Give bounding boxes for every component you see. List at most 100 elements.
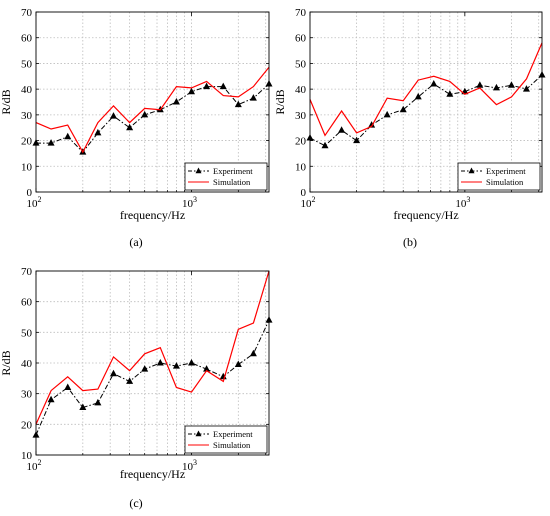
- y-tick-label: 60: [21, 297, 33, 309]
- data-point-marker: [94, 398, 102, 406]
- y-axis-label: R/dB: [0, 350, 13, 375]
- data-point-marker: [430, 80, 438, 87]
- legend-label-simulation: Simulation: [213, 177, 251, 187]
- data-point-marker: [79, 403, 87, 410]
- data-point-marker: [414, 92, 422, 100]
- x-tick-label: 102: [27, 195, 42, 210]
- plot-frame: [35, 11, 270, 193]
- data-point-marker: [172, 362, 180, 369]
- series-line-simulation: [309, 42, 543, 137]
- legend-marker: [195, 167, 202, 174]
- y-tick-label: 40: [21, 84, 33, 96]
- series-line-simulation: [35, 66, 270, 154]
- x-tick-label: 102: [27, 458, 42, 473]
- y-tick-label: 60: [295, 33, 307, 45]
- y-axis-label: R/dB: [273, 89, 287, 114]
- data-point-marker: [64, 383, 72, 391]
- data-point-marker: [368, 121, 376, 128]
- y-tick-label: 10: [21, 450, 33, 462]
- panel-caption: (a): [129, 235, 142, 249]
- data-point-marker: [321, 141, 329, 149]
- data-point-marker: [234, 360, 242, 368]
- y-tick-label: 30: [295, 110, 307, 122]
- data-point-marker: [126, 377, 134, 384]
- data-point-marker: [141, 110, 149, 118]
- data-point-marker: [203, 365, 211, 372]
- data-point-marker: [249, 349, 257, 357]
- legend-label-experiment: Experiment: [486, 166, 526, 176]
- data-point-marker: [399, 105, 407, 113]
- data-point-marker: [203, 82, 211, 90]
- y-tick-label: 60: [21, 33, 33, 45]
- data-point-marker: [446, 90, 454, 97]
- plot-frame: [35, 270, 270, 456]
- data-point-marker: [249, 94, 257, 101]
- data-point-marker: [172, 98, 180, 105]
- y-tick-label: 50: [21, 58, 33, 70]
- data-point-marker: [126, 123, 134, 131]
- data-point-marker: [47, 395, 55, 403]
- panel-caption: (b): [403, 235, 417, 249]
- y-tick-label: 40: [295, 84, 307, 96]
- data-point-marker: [156, 359, 164, 366]
- legend-label-simulation: Simulation: [486, 177, 524, 187]
- x-axis-label: frequency/Hz: [393, 208, 458, 222]
- data-point-marker: [476, 81, 484, 88]
- data-point-marker: [338, 126, 346, 133]
- y-tick-label: 50: [21, 327, 33, 339]
- y-tick-label: 70: [21, 7, 33, 19]
- legend-label-experiment: Experiment: [213, 166, 253, 176]
- y-tick-label: 50: [295, 58, 307, 70]
- y-tick-label: 0: [27, 187, 33, 199]
- data-point-marker: [353, 136, 361, 144]
- data-point-marker: [109, 112, 117, 119]
- series-line-experiment: [36, 83, 270, 153]
- data-point-marker: [94, 128, 102, 136]
- data-point-marker: [492, 83, 500, 91]
- legend-marker: [195, 430, 202, 437]
- y-tick-label: 30: [21, 389, 33, 401]
- x-axis-label: frequency/Hz: [120, 467, 185, 481]
- y-tick-label: 20: [295, 136, 307, 148]
- y-tick-label: 10: [295, 161, 307, 173]
- panel-caption: (c): [129, 496, 142, 510]
- legend-marker: [468, 167, 475, 174]
- y-axis-label: R/dB: [0, 89, 13, 114]
- data-point-marker: [219, 372, 227, 380]
- y-tick-label: 30: [21, 110, 33, 122]
- legend-label-experiment: Experiment: [213, 429, 253, 439]
- legend-box: [457, 162, 541, 191]
- data-point-marker: [507, 81, 515, 88]
- y-tick-label: 70: [21, 266, 33, 278]
- legend-label-simulation: Simulation: [213, 440, 251, 450]
- y-tick-label: 70: [295, 7, 307, 19]
- y-tick-label: 10: [21, 161, 33, 173]
- series-line-simulation: [35, 270, 270, 425]
- y-tick-label: 20: [21, 419, 33, 431]
- data-point-marker: [47, 139, 55, 146]
- data-point-marker: [188, 87, 196, 95]
- data-point-marker: [64, 132, 72, 140]
- plot-frame: [309, 11, 543, 193]
- data-point-marker: [522, 85, 530, 92]
- y-tick-label: 40: [21, 358, 33, 370]
- data-point-marker: [109, 369, 117, 377]
- data-point-marker: [141, 365, 149, 372]
- x-axis-label: frequency/Hz: [120, 208, 185, 222]
- data-point-marker: [383, 110, 391, 118]
- legend-box: [184, 425, 268, 454]
- x-tick-label: 102: [301, 195, 316, 210]
- series-line-experiment: [35, 319, 270, 436]
- data-point-marker: [219, 82, 227, 90]
- legend-box: [184, 162, 268, 191]
- data-point-marker: [234, 100, 242, 108]
- series-line-experiment: [309, 74, 543, 147]
- y-tick-label: 0: [301, 187, 307, 199]
